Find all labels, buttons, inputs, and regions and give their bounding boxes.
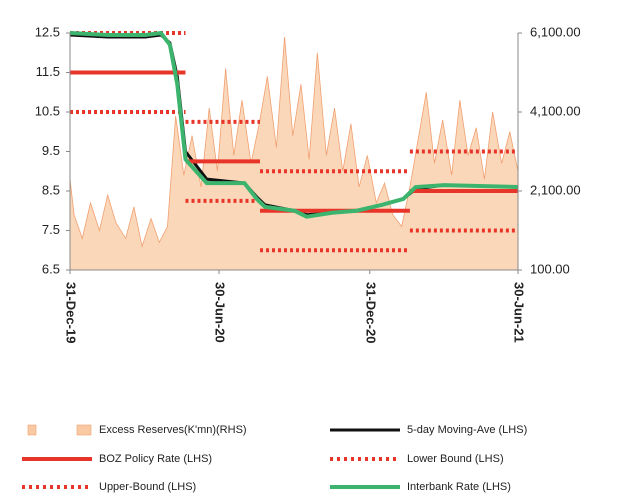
series-line xyxy=(70,110,518,253)
y2-tick-label: 4,100.00 xyxy=(530,103,581,118)
y-tick-label: 11.5 xyxy=(36,64,60,79)
y2-tick-label: 6,100.00 xyxy=(530,24,581,39)
y-tick-label: 6.5 xyxy=(42,261,60,276)
legend: Excess Reserves(K'mn)(RHS) 5-day Moving-A… xyxy=(22,424,527,493)
y-tick-label: 7.5 xyxy=(42,222,60,237)
series-line xyxy=(70,31,518,174)
x-tick-label: 31-Dec-20 xyxy=(363,282,378,343)
legend-label: BOZ Policy Rate (LHS) xyxy=(99,453,212,465)
legend-label: Lower Bound (LHS) xyxy=(407,453,504,465)
series-line xyxy=(70,70,518,213)
y-tick-label: 10.5 xyxy=(35,103,60,118)
y-tick-label: 12.5 xyxy=(35,24,60,39)
legend-label: 5-day Moving-Ave (LHS) xyxy=(407,424,527,436)
legend-label: Excess Reserves(K'mn)(RHS) xyxy=(99,424,247,436)
x-tick-label: 31-Dec-19 xyxy=(64,282,79,343)
y-tick-label: 8.5 xyxy=(42,182,60,197)
x-tick-label: 30-Jun-20 xyxy=(213,282,228,343)
legend-swatch xyxy=(27,424,37,436)
y2-tick-label: 100.00 xyxy=(530,261,570,276)
x-tick-label: 30-Jun-21 xyxy=(512,282,527,343)
y2-tick-label: 2,100.00 xyxy=(530,182,581,197)
legend-swatch xyxy=(76,424,92,436)
legend-label: Interbank Rate (LHS) xyxy=(407,481,511,493)
legend-label: Upper-Bound (LHS) xyxy=(99,481,196,493)
plot-area xyxy=(69,30,519,271)
y-tick-label: 9.5 xyxy=(42,143,60,158)
series-line xyxy=(69,30,519,219)
